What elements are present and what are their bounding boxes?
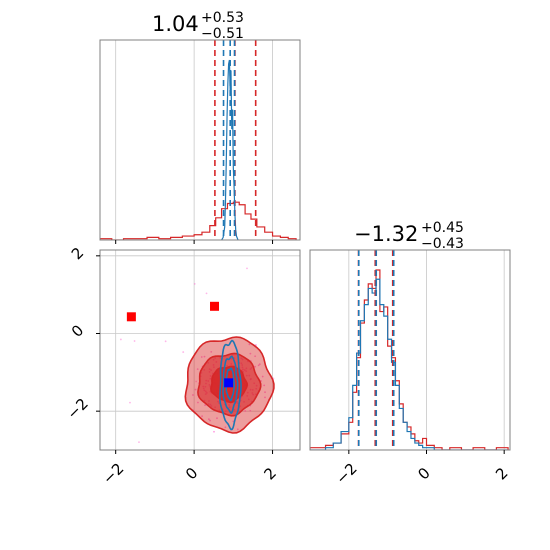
grid-lines <box>100 250 300 450</box>
sample-point <box>244 410 247 412</box>
sample-point <box>119 338 122 341</box>
sample-point <box>258 363 261 366</box>
sample-point <box>200 356 203 358</box>
sample-point <box>192 394 194 396</box>
title-p0-plus: +0.53 <box>201 10 244 26</box>
tick-label: −2 <box>63 395 91 423</box>
histograms <box>100 59 297 240</box>
title-p1-plus: +0.45 <box>421 220 464 236</box>
title-p0-minus: −0.51 <box>201 26 244 42</box>
sample-point <box>210 351 213 353</box>
contour-blue <box>222 355 239 414</box>
marker-square <box>210 301 220 311</box>
histogram-blue <box>310 278 509 450</box>
title-p1-value: −1.32 <box>354 222 418 246</box>
tick-label: 2 <box>68 244 87 263</box>
tick-label: 0 <box>414 464 433 483</box>
sample-point <box>129 401 131 404</box>
x-ticks <box>115 240 274 244</box>
sample-point <box>254 365 256 368</box>
sample-point <box>254 355 257 358</box>
sample-point <box>182 351 185 353</box>
histogram-red <box>100 201 297 240</box>
sample-point <box>263 384 266 387</box>
sample-point <box>264 396 266 399</box>
sample-point <box>194 388 197 391</box>
sample-point <box>195 380 198 383</box>
tick-label: 0 <box>182 464 201 483</box>
tick-label: 0 <box>68 321 87 340</box>
sample-point <box>248 343 251 346</box>
tick-label: 2 <box>260 464 279 483</box>
panel-frame <box>99 39 301 241</box>
title-p1-minus: −0.43 <box>421 236 464 252</box>
panel-frame <box>99 249 301 451</box>
sample-point <box>138 441 140 444</box>
sample-point <box>213 430 215 433</box>
title-p0-value: 1.04 <box>152 12 199 36</box>
sample-point <box>264 391 266 394</box>
panel-frame <box>309 249 511 451</box>
grid-lines <box>348 250 505 450</box>
sample-point <box>207 418 210 421</box>
histograms <box>310 269 509 450</box>
sample-point <box>203 355 206 358</box>
contour-blue <box>219 339 242 431</box>
sample-point <box>236 428 239 431</box>
marker-square <box>224 378 234 388</box>
sample-point <box>133 340 136 342</box>
sample-point <box>201 415 203 418</box>
grid-lines <box>115 40 273 240</box>
sample-point <box>261 375 264 378</box>
sample-point <box>197 401 199 404</box>
sample-point <box>205 292 208 295</box>
marker-square <box>126 312 136 322</box>
sample-point <box>216 417 218 420</box>
quantile-lines <box>214 40 257 240</box>
sample-point <box>224 426 227 429</box>
sample-point <box>209 419 211 422</box>
sample-point <box>257 364 260 367</box>
sample-point <box>249 352 252 355</box>
contour-layer <box>119 267 275 444</box>
histogram-red <box>310 269 509 450</box>
sample-point <box>164 340 167 343</box>
quantile-lines <box>357 250 395 450</box>
sample-point <box>196 368 199 371</box>
marginal-panel-p1: −2 0 2 −1.32 +0.45 −0.43 <box>309 220 512 488</box>
tick-label: −2 <box>332 459 360 487</box>
tick-label: 2 <box>492 464 511 483</box>
sample-point <box>193 283 196 285</box>
tick-label: −2 <box>99 459 127 487</box>
sample-point <box>249 409 252 412</box>
marginal-panel-p0: 1.04 +0.53 −0.51 <box>99 10 301 244</box>
x-ticks: −2 0 2 <box>332 450 512 488</box>
sample-point <box>204 404 206 407</box>
sample-point <box>246 267 248 270</box>
scatter-panel: −2 0 2 −2 0 2 <box>63 244 301 488</box>
